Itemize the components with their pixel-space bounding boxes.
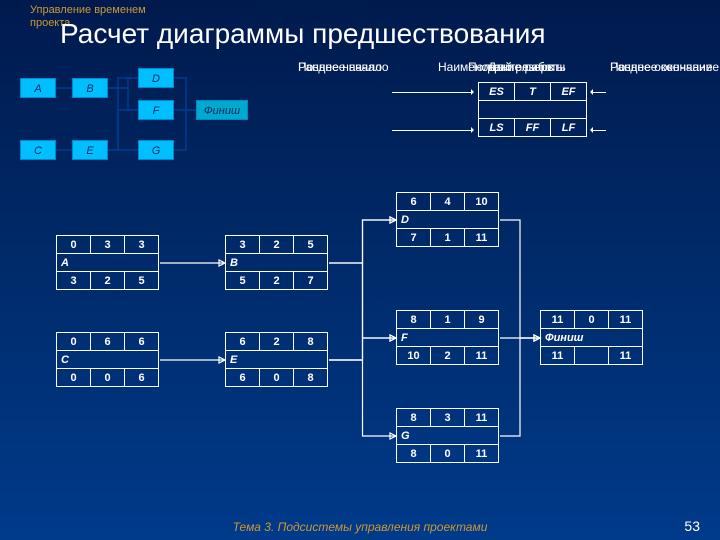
legend-ls: Позднее начало	[298, 60, 389, 74]
mini-node-A: A	[20, 78, 56, 98]
legend-arrow	[592, 130, 606, 131]
mini-node-F: F	[138, 100, 174, 120]
legend-table: ESTEF LSFFLF	[478, 82, 587, 137]
activity-F: 819F10211	[396, 310, 499, 365]
activity-D: 6410D7111	[396, 192, 499, 247]
footer: Тема 3. Подсистемы управления проектами	[0, 520, 720, 534]
page-number: 53	[684, 518, 700, 534]
mini-node-D: D	[138, 68, 174, 88]
legend: Длительность Раннее начало Раннее оконча…	[378, 60, 708, 170]
mini-node-E: E	[72, 140, 108, 160]
page-title: Расчет диаграммы предшествования	[60, 18, 546, 50]
mini-flowchart: AB DF CE G Финиш	[20, 68, 260, 178]
mini-node-B: B	[72, 78, 108, 98]
activity-C: 066C006	[56, 332, 159, 387]
legend-arrow	[392, 130, 472, 131]
mini-node-C: C	[20, 140, 56, 160]
activity-B: 325B527	[225, 235, 328, 290]
legend-arrow	[392, 92, 472, 93]
activity-E: 628E608	[225, 332, 328, 387]
legend-arrow	[592, 92, 606, 93]
legend-ff: Полный резерв	[468, 60, 554, 74]
header-line1: Управление временем	[30, 4, 146, 17]
mini-node-G: G	[138, 140, 174, 160]
activity-A: 033A325	[56, 235, 159, 290]
activity-Финиш: 11011Финиш1111	[540, 310, 643, 365]
legend-lf: Позднее окончание	[610, 60, 719, 74]
activity-G: 8311G8011	[396, 408, 499, 463]
mini-finish: Финиш	[196, 100, 248, 120]
